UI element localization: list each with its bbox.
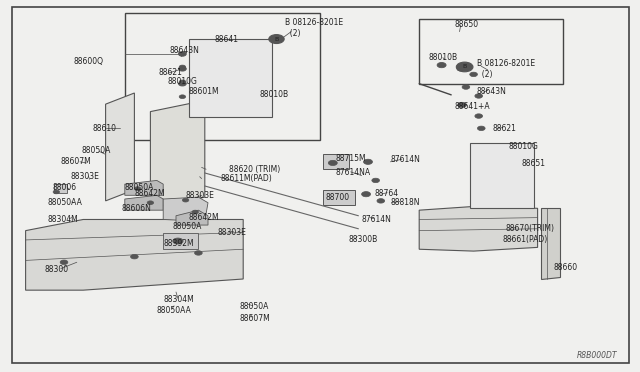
Bar [189,39,272,117]
Circle shape [179,52,186,56]
Text: 87614N: 87614N [390,155,420,164]
Text: 88700: 88700 [325,193,349,202]
Circle shape [179,81,186,86]
Circle shape [173,238,183,244]
Circle shape [328,160,337,166]
Bar [163,232,198,249]
Text: 88050AA: 88050AA [48,198,83,207]
Circle shape [457,67,465,71]
Circle shape [131,254,138,259]
Circle shape [179,65,186,69]
Text: R8B000DT: R8B000DT [577,351,618,360]
Text: 88642M: 88642M [134,189,165,198]
Circle shape [134,187,141,190]
Polygon shape [106,93,134,201]
Polygon shape [125,180,163,195]
Text: 88764: 88764 [374,189,399,198]
Polygon shape [150,100,205,208]
Circle shape [458,102,467,108]
Bar [125,13,320,140]
Text: 88600Q: 88600Q [74,57,104,66]
Bar [419,19,563,84]
Text: 88010G: 88010G [168,77,198,86]
Text: 88050AA: 88050AA [157,306,191,315]
Text: 88620 (TRIM): 88620 (TRIM) [229,165,280,174]
Circle shape [182,198,189,202]
Text: 88010B: 88010B [259,90,289,99]
Text: 88303E: 88303E [186,191,214,200]
Circle shape [477,126,485,131]
Text: 88611M(PAD): 88611M(PAD) [221,174,273,183]
Text: 88610: 88610 [93,124,116,133]
Text: 87614N: 87614N [362,215,392,224]
Circle shape [437,62,446,68]
Text: 88818N: 88818N [390,198,420,207]
Text: 88660: 88660 [554,263,578,272]
Text: 88601M: 88601M [189,87,220,96]
Text: B 08126-8201E
  (2): B 08126-8201E (2) [285,18,343,38]
Circle shape [475,114,483,118]
Text: 88661(PAD): 88661(PAD) [502,235,548,244]
Text: 88010G: 88010G [509,142,539,151]
Text: B 08126-8201E
  (2): B 08126-8201E (2) [477,59,535,78]
Bar [323,154,349,169]
Circle shape [195,251,202,255]
Circle shape [364,159,372,164]
Circle shape [179,95,186,99]
Polygon shape [163,197,208,221]
Bar [54,184,67,193]
Text: 88643N: 88643N [477,87,507,96]
Bar [470,143,534,208]
Circle shape [362,192,371,197]
Circle shape [372,178,380,183]
Polygon shape [125,195,163,210]
Text: 88006: 88006 [52,183,77,192]
Text: 88650: 88650 [454,20,479,29]
Text: 88621: 88621 [493,124,516,133]
Text: 88304M: 88304M [163,295,194,304]
Text: 88050A: 88050A [82,146,111,155]
Text: 88641: 88641 [214,35,239,44]
Text: 88715M: 88715M [336,154,367,163]
Text: 88050A: 88050A [240,302,269,311]
Text: 88300B: 88300B [349,235,378,244]
Circle shape [475,94,483,98]
Text: 88392M: 88392M [163,239,194,248]
Text: 88641+A: 88641+A [454,102,490,110]
Text: 88670(TRIM): 88670(TRIM) [506,224,555,233]
Circle shape [179,80,186,84]
Text: 88607M: 88607M [61,157,92,166]
Polygon shape [176,210,208,225]
Text: 88050A: 88050A [125,183,154,192]
Text: 88303E: 88303E [70,172,99,181]
Circle shape [470,72,477,77]
Circle shape [179,67,186,71]
Text: B: B [463,64,467,70]
Text: 88304M: 88304M [48,215,79,224]
Circle shape [147,201,154,205]
Text: 88303E: 88303E [218,228,246,237]
Circle shape [192,210,198,214]
Circle shape [60,260,68,264]
Text: 88621: 88621 [159,68,182,77]
Circle shape [456,62,473,72]
Text: 88010B: 88010B [429,53,458,62]
Text: 88643N: 88643N [170,46,200,55]
Text: 87614NA: 87614NA [336,169,371,177]
Text: 88642M: 88642M [189,213,220,222]
Text: B: B [275,36,278,42]
Circle shape [377,199,385,203]
Bar [323,190,355,205]
Text: 88607M: 88607M [240,314,271,323]
Text: 88050A: 88050A [173,222,202,231]
Text: 88606N: 88606N [122,204,152,213]
Polygon shape [419,206,538,251]
Circle shape [269,35,284,44]
Circle shape [462,85,470,89]
Polygon shape [26,219,243,290]
Polygon shape [541,208,560,279]
Text: 88651: 88651 [522,159,545,168]
Circle shape [53,190,60,194]
Text: 88300: 88300 [45,265,69,274]
